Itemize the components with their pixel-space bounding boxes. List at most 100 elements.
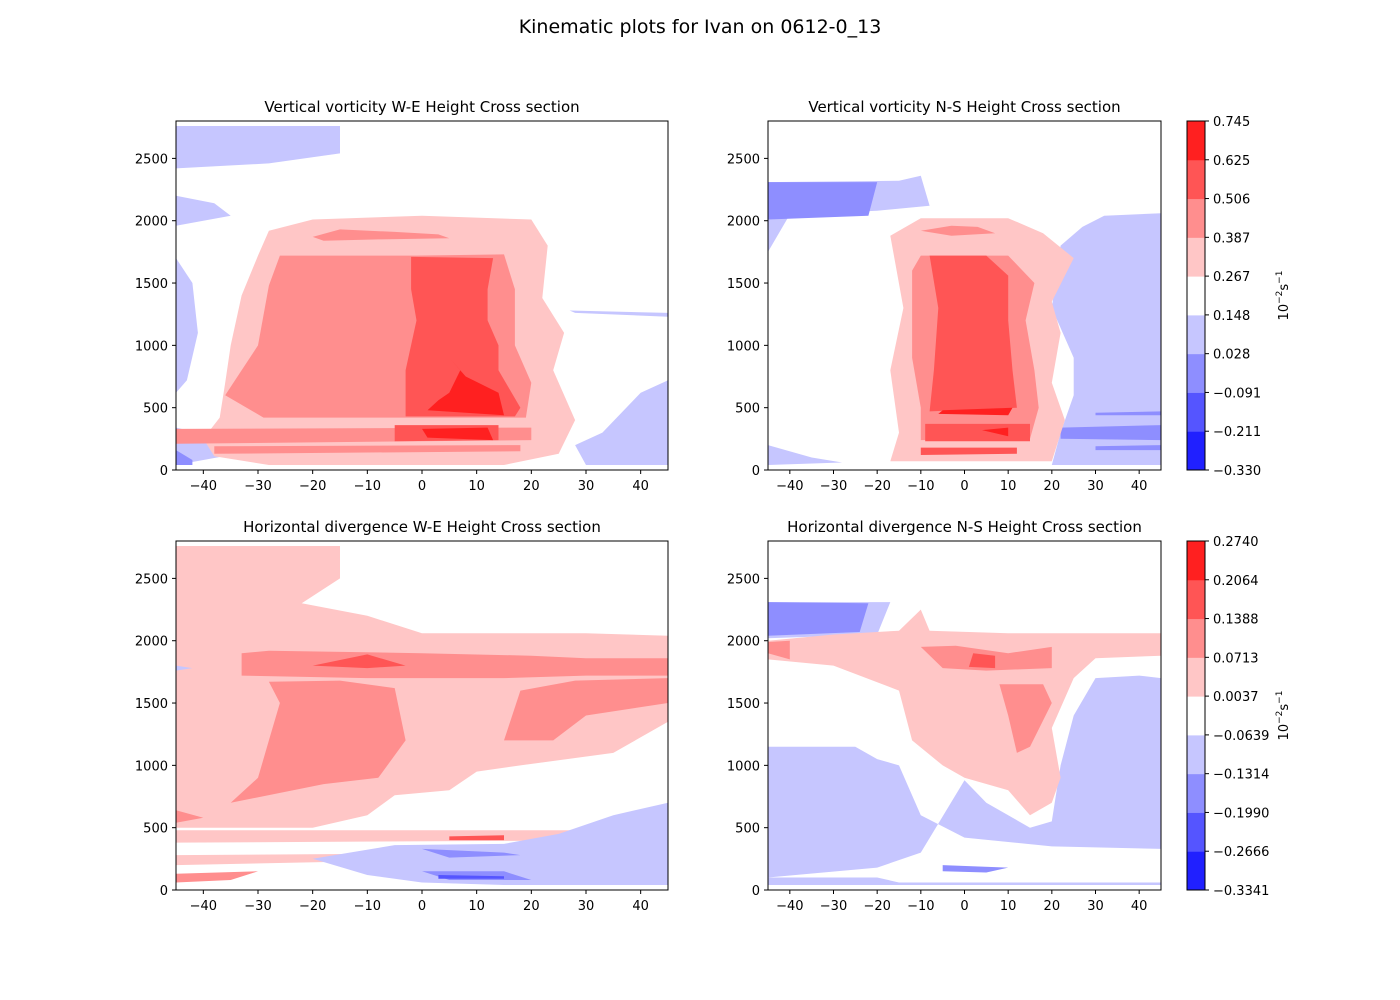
contour-region-13 [422,848,521,858]
y-tick-label: 1000 [727,759,760,774]
contour-region-5 [230,680,406,803]
contour-region-7 [176,450,193,465]
contour-region-9 [768,640,790,660]
colorbar-label: 10−2s−1 [1275,691,1292,741]
x-tick-label: 40 [1131,479,1148,494]
x-tick-label: 0 [418,479,426,494]
colorbar-segment [1187,353,1205,393]
colorbar-segment [1187,657,1205,697]
colorbar-tick-label: 0.387 [1213,231,1250,246]
panel-title: Vertical vorticity N-S Height Cross sect… [808,98,1120,116]
y-tick-label: 2500 [135,572,168,587]
x-tick-label: −10 [907,479,934,494]
contour-region-5 [575,380,668,465]
x-tick-label: 0 [960,479,968,494]
contour-region-6 [768,609,1161,816]
colorbar-segment [1187,392,1205,432]
contour-region-10 [968,653,996,669]
contour-region-1 [176,126,340,169]
x-tick-label: −40 [776,479,803,494]
y-tick-label: 1000 [135,339,168,354]
x-tick-label: 30 [1087,479,1104,494]
contour-region-12 [925,423,1030,442]
colorbar-tick-label: −0.1990 [1213,806,1269,821]
colorbar-segment [1187,314,1205,355]
colorbar-tick-label: 0.1388 [1213,613,1259,628]
x-tick-label: −40 [776,899,803,914]
contour-region-11 [176,665,193,671]
contour-regions [768,175,1161,465]
colorbar-tick-label: 0.0037 [1213,690,1259,705]
x-tick-label: 20 [1044,899,1061,914]
contour-region-10 [920,225,996,236]
colorbar-tick-label: 0.2064 [1213,574,1259,589]
colorbar-tick-label: −0.3341 [1213,884,1269,899]
x-tick-label: −30 [244,479,271,494]
colorbar-segment [1187,851,1205,891]
x-tick-label: 10 [468,899,485,914]
x-tick-label: −20 [863,899,890,914]
colorbar-tick-label: 0.267 [1213,270,1250,285]
colorbar-tick-label: −0.1314 [1213,768,1269,783]
x-tick-label: 40 [1131,899,1148,914]
contour-region-3 [768,445,843,465]
y-tick-label: 2000 [135,635,168,650]
panel-2: Vertical vorticity N-S Height Cross sect… [727,98,1162,494]
colorbar-segment [1187,696,1205,736]
colorbar-tick-label: −0.330 [1213,464,1261,479]
colorbar-frame [1186,540,1206,891]
panel-1: Vertical vorticity W-E Height Cross sect… [135,98,669,494]
y-tick-label: 0 [160,884,168,899]
contour-region-4 [241,650,668,679]
colorbar-segment [1187,431,1205,471]
contour-region-10 [312,229,450,241]
contour-region-6 [504,678,668,741]
colorbar-vorticity: −0.330 −0.211 −0.091 0.028 0.148 0.267 0.387 0.… [1186,115,1292,479]
colorbar-segment [1187,237,1205,277]
contour-region-2 [768,602,869,636]
contour-region-9 [312,654,406,669]
contour-region-3 [768,675,1161,878]
colorbar-segment [1187,734,1205,775]
panel-title: Vertical vorticity W-E Height Cross sect… [264,98,579,116]
colorbar-tick-label: 0.028 [1213,348,1250,363]
contour-region-13 [405,256,521,417]
x-tick-label: 0 [960,899,968,914]
colorbar-segment [1187,159,1205,200]
contour-region-12 [214,445,521,454]
panel-title: Horizontal divergence N-S Height Cross s… [787,518,1142,536]
colorbar-segment [1187,579,1205,620]
y-tick-label: 2500 [727,152,760,167]
x-tick-label: −30 [820,479,847,494]
colorbar-segment [1187,198,1205,238]
x-tick-label: −30 [820,899,847,914]
colorbar-tick-label: −0.2666 [1213,845,1269,860]
colorbar-segment [1187,121,1205,161]
contour-region-13 [920,447,1017,455]
colorbar-tick-label: −0.0639 [1213,729,1269,744]
x-tick-label: 40 [632,899,649,914]
contour-region-14 [938,407,1013,416]
y-tick-label: 1000 [727,339,760,354]
colorbar-tick-label: −0.211 [1213,425,1261,440]
y-tick-label: 0 [160,464,168,479]
x-tick-label: 10 [1000,899,1017,914]
contour-region-4 [1051,213,1161,465]
contour-regions [768,602,1161,885]
y-tick-label: 2000 [135,215,168,230]
contour-region-7 [176,810,204,823]
y-tick-label: 500 [735,822,760,837]
contour-region-15 [982,427,1009,437]
x-tick-label: 0 [418,899,426,914]
panel-4: Horizontal divergence N-S Height Cross s… [727,518,1162,914]
colorbar-tick-label: 0.506 [1213,193,1250,208]
contour-region-15 [438,875,504,879]
colorbar-segment [1187,276,1205,316]
x-tick-label: 20 [523,899,540,914]
colorbar-tick-label: 0.148 [1213,309,1250,324]
colorbar-segment [1187,541,1205,581]
y-tick-label: 1500 [727,277,760,292]
contour-regions [176,546,668,885]
colorbar-segment [1187,812,1205,852]
